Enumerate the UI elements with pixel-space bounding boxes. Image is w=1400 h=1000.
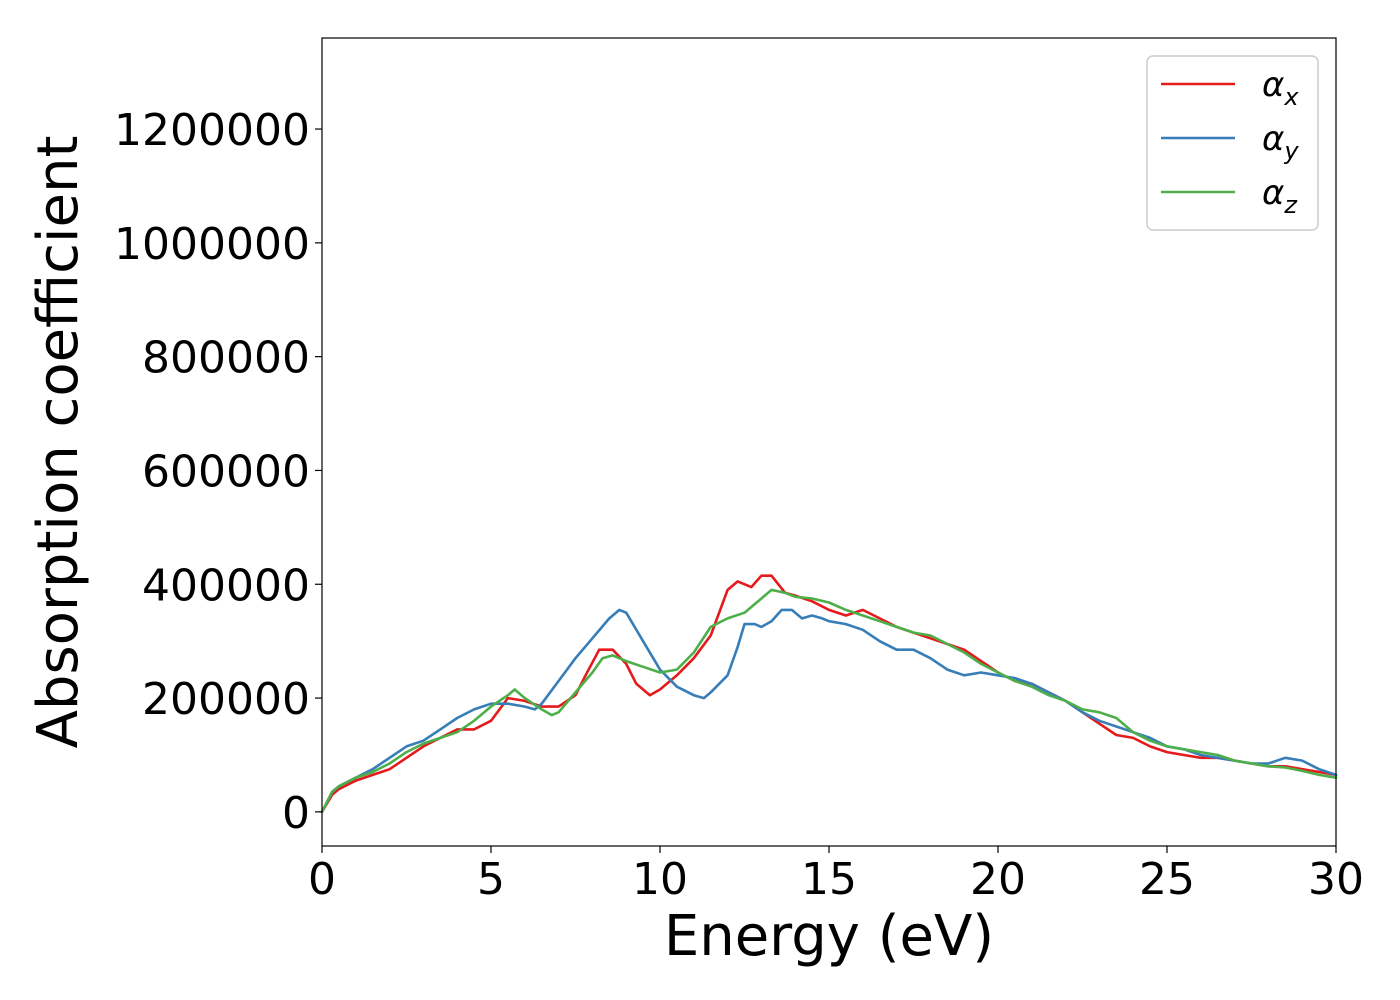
y-tick-label: 1200000: [114, 105, 310, 156]
legend-label-z: αz: [1262, 173, 1298, 219]
y-tick-label: 1000000: [114, 219, 310, 270]
x-tick-label: 15: [801, 854, 857, 905]
legend-label-x: αx: [1262, 65, 1299, 111]
legend-label-y: αy: [1262, 119, 1299, 165]
series-line-z: [320, 588, 1338, 814]
legend-box: [1146, 55, 1319, 231]
y-tick-label: 0: [282, 788, 310, 839]
x-tick-label: 10: [632, 854, 688, 905]
x-tick-label: 0: [308, 854, 336, 905]
y-tick-label: 800000: [142, 333, 310, 384]
x-axis-title: Energy (eV): [664, 904, 994, 969]
series-layer: [320, 574, 1338, 814]
y-axis-title: Absorption coefficient: [26, 136, 91, 749]
y-tick-label: 400000: [142, 560, 310, 611]
x-axis: 0 5 10 15 20 25 30: [308, 846, 1364, 905]
y-tick-label: 600000: [142, 446, 310, 497]
x-tick-label: 20: [970, 854, 1026, 905]
x-tick-label: 5: [477, 854, 505, 905]
legend: αx αy αz: [1146, 55, 1319, 231]
x-tick-label: 25: [1139, 854, 1195, 905]
y-axis: 0 200000 400000 600000 800000 1000000 1200000: [114, 105, 322, 839]
x-tick-label: 30: [1308, 854, 1364, 905]
y-tick-label: 200000: [142, 674, 310, 725]
